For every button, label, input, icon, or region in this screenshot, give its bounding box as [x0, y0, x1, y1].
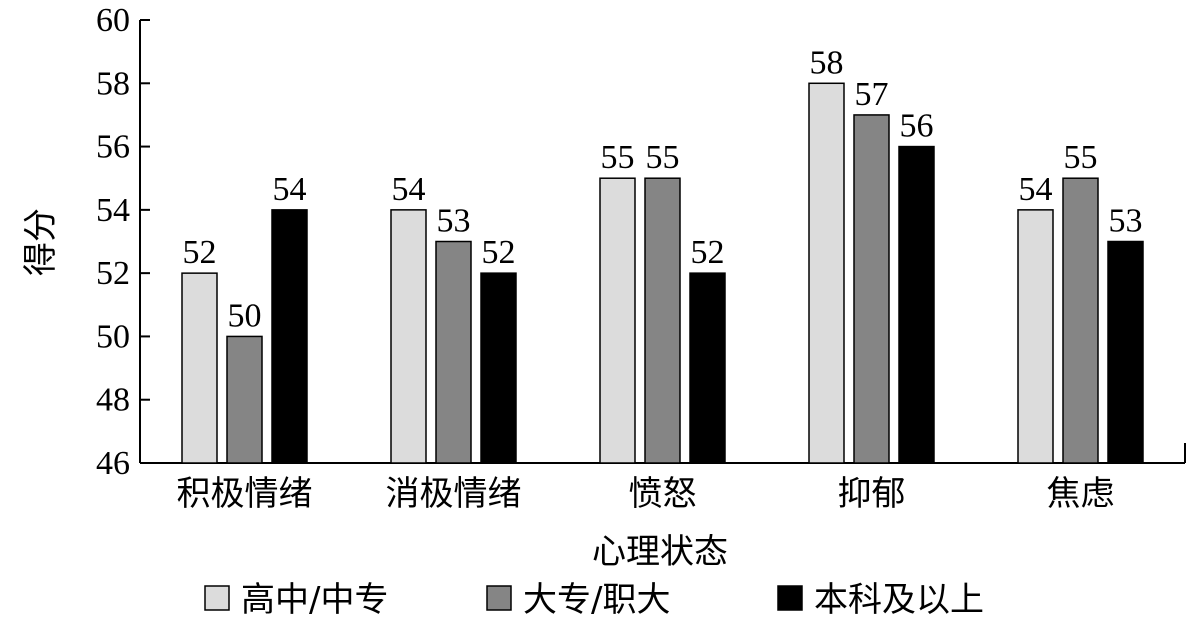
data-label: 52 — [691, 234, 725, 271]
bar — [1017, 209, 1054, 464]
legend-swatch — [777, 585, 803, 611]
y-tick-label: 46 — [96, 445, 130, 482]
bar — [644, 177, 681, 464]
data-label: 50 — [228, 297, 262, 334]
bar — [898, 145, 935, 464]
bar — [271, 209, 308, 464]
y-tick-label: 54 — [96, 192, 130, 229]
y-tick-label: 56 — [96, 129, 130, 166]
legend-label: 本科及以上 — [814, 580, 984, 620]
x-tick-label: 消极情绪 — [386, 474, 522, 514]
category-labels: 积极情绪 消极情绪 愤怒 抑郁 焦虑 — [177, 474, 1115, 514]
bar — [599, 177, 636, 464]
value-labels: 52 50 54 54 53 52 55 55 52 58 57 56 54 55 53 — [183, 44, 1143, 334]
data-label: 52 — [482, 234, 516, 271]
bar — [181, 272, 218, 464]
y-tick-label: 58 — [96, 65, 130, 102]
data-label: 57 — [855, 76, 889, 113]
data-label: 54 — [273, 171, 307, 208]
data-label: 53 — [437, 203, 471, 240]
data-label: 55 — [601, 139, 635, 176]
legend-swatch — [204, 585, 230, 611]
bar — [226, 335, 263, 464]
bar — [1062, 177, 1099, 464]
data-label: 55 — [1064, 139, 1098, 176]
x-axis-title: 心理状态 — [592, 532, 728, 572]
legend: 高中/中专 大专/职大 本科及以上 — [204, 580, 984, 620]
y-tick-label: 60 — [96, 2, 130, 39]
data-label: 58 — [810, 44, 844, 81]
data-label: 54 — [392, 171, 426, 208]
x-tick-label: 愤怒 — [629, 474, 697, 514]
bar — [480, 272, 517, 464]
bar — [435, 240, 472, 464]
y-tick-label: 50 — [96, 318, 130, 355]
y-tick-label: 48 — [96, 382, 130, 419]
bar — [808, 82, 845, 464]
bar — [689, 272, 726, 464]
y-axis: 46 48 50 52 54 56 58 60 — [96, 2, 150, 482]
legend-label: 高中/中专 — [241, 580, 388, 620]
y-axis-title: 得分 — [21, 208, 61, 276]
data-label: 53 — [1109, 203, 1143, 240]
y-tick-label: 52 — [96, 255, 130, 292]
data-label: 56 — [900, 108, 934, 145]
bar — [853, 114, 890, 464]
x-tick-label: 抑郁 — [838, 474, 906, 514]
data-label: 52 — [183, 234, 217, 271]
x-tick-label: 积极情绪 — [177, 474, 313, 514]
bar — [1107, 240, 1144, 464]
data-label: 54 — [1019, 171, 1053, 208]
legend-label: 大专/职大 — [523, 580, 670, 620]
legend-swatch — [486, 585, 512, 611]
bars — [181, 82, 1144, 464]
data-label: 55 — [646, 139, 680, 176]
bar — [390, 209, 427, 464]
x-tick-label: 焦虑 — [1047, 474, 1115, 514]
